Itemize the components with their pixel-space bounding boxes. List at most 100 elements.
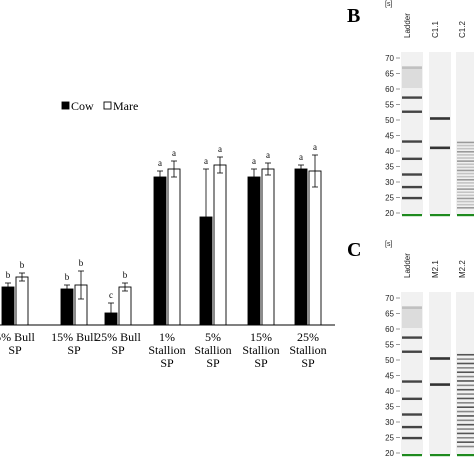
lower-marker-2 (457, 214, 474, 217)
gel-tick-label-45: 45 (385, 372, 394, 381)
ladder-band (402, 196, 422, 200)
legend: Cow Mare (61, 99, 138, 113)
error-bar-mare-1 (78, 270, 84, 300)
x-tick-label-4-line-0: 5% (205, 330, 221, 344)
lane-background-2 (456, 292, 474, 455)
x-tick-label-3-line-2: SP (160, 356, 174, 370)
smear-band (457, 160, 474, 162)
sample-band (430, 357, 450, 360)
legend-label-cow: Cow (71, 99, 94, 113)
error-bar-mare-2 (122, 282, 128, 292)
smear-band (457, 402, 474, 404)
smear-band (457, 388, 474, 391)
bar-mare-3 (167, 168, 181, 326)
lower-marker-1 (430, 214, 450, 217)
gel-tick-label-35: 35 (385, 403, 394, 412)
smear-band (457, 182, 474, 184)
ladder-band (402, 380, 422, 383)
lane-label-m2-2: M2.2 (458, 260, 467, 278)
smear-band (457, 169, 474, 172)
smear-band (457, 410, 474, 413)
smear-band (457, 393, 474, 395)
smear-band (457, 445, 474, 448)
lane-label-c1-1: C1.1 (431, 21, 440, 38)
error-bar-mare-3 (171, 160, 177, 178)
smear-band (457, 428, 474, 430)
x-tick-label-2-line-0: 25% Bull (95, 330, 141, 344)
gel-tick-label-40: 40 (385, 147, 394, 156)
lower-marker-0 (402, 214, 422, 217)
x-tick-label-5-line-0: 15% (250, 330, 272, 344)
gel-tick-label-40: 40 (385, 387, 394, 396)
lane-background-1 (429, 52, 451, 215)
lane-label-ladder: Ladder (403, 253, 412, 278)
ladder-band (402, 413, 422, 416)
lower-marker-1 (430, 454, 450, 457)
sample-band (430, 146, 450, 150)
significance-letter-mare-1: b (79, 258, 84, 268)
lane-background-2 (456, 52, 474, 215)
x-tick-label-6-line-2: SP (301, 356, 315, 370)
smear-band (457, 200, 474, 203)
ladder-band (402, 185, 422, 189)
x-tick-label-0-line-1: SP (8, 343, 22, 357)
lower-marker-2 (457, 454, 474, 457)
error-bar-mare-5 (265, 162, 271, 176)
smear-band (457, 423, 474, 426)
smear-band (457, 154, 474, 156)
error-bar-mare-6 (312, 154, 318, 188)
smear-band (457, 432, 474, 435)
gel-tick-label-50: 50 (385, 356, 394, 365)
x-tick-label-4-line-2: SP (206, 356, 220, 370)
significance-letter-mare-0: b (20, 260, 25, 270)
smear-band (457, 206, 474, 209)
ladder-band (402, 397, 422, 401)
ladder-band (402, 350, 422, 353)
ladder-smear (402, 306, 422, 328)
smear-band (457, 172, 474, 175)
lane-background-1 (429, 292, 451, 455)
smear-band (457, 397, 474, 400)
significance-letter-mare-2: b (123, 270, 128, 280)
significance-letter-mare-6: a (313, 142, 317, 152)
bar-cow-0 (1, 286, 15, 326)
error-bar-cow-4 (203, 168, 209, 266)
smear-band (457, 358, 474, 360)
ladder-band (402, 436, 422, 440)
gel-tick-label-60: 60 (385, 325, 394, 334)
smear-band (457, 384, 474, 387)
gel-tick-label-55: 55 (385, 341, 394, 350)
panel-label-c: C (347, 239, 361, 261)
gel-tick-label-25: 25 (385, 434, 394, 443)
smear-band (457, 371, 474, 374)
gel-unit-label: [s] (385, 241, 392, 248)
ladder-band (402, 425, 422, 429)
significance-letter-cow-6: a (299, 152, 303, 162)
x-tick-label-3-line-1: Stallion (148, 343, 185, 357)
x-tick-label-0-line-0: 5% Bull (0, 330, 35, 344)
gel-tick-label-70: 70 (385, 54, 394, 63)
significance-letter-cow-4: a (204, 156, 208, 166)
panel-label-b: B (347, 5, 360, 27)
error-bar-cow-3 (157, 170, 163, 184)
gel-tick-label-70: 70 (385, 294, 394, 303)
significance-letter-mare-4: a (218, 144, 222, 154)
x-tick-label-2-line-1: SP (111, 343, 125, 357)
smear-band (457, 353, 474, 356)
error-bar-cow-2 (108, 302, 114, 324)
smear-band (457, 147, 474, 150)
legend-swatch-mare (103, 101, 112, 110)
significance-letter-cow-0: b (6, 270, 11, 280)
sample-band (430, 383, 450, 386)
lower-marker-0 (402, 454, 422, 457)
smear-band (457, 441, 474, 443)
legend-swatch-cow (61, 101, 70, 110)
smear-band (457, 163, 474, 166)
gel-panel-c: [s] Ladder M2.1 M2.2 70 65 60 55 50 45 40 35 30 25 20 (385, 241, 474, 458)
smear-band (457, 175, 474, 178)
smear-band (457, 185, 474, 187)
lane-label-c1-2: C1.2 (458, 21, 467, 38)
error-bar-mare-0 (19, 272, 25, 282)
